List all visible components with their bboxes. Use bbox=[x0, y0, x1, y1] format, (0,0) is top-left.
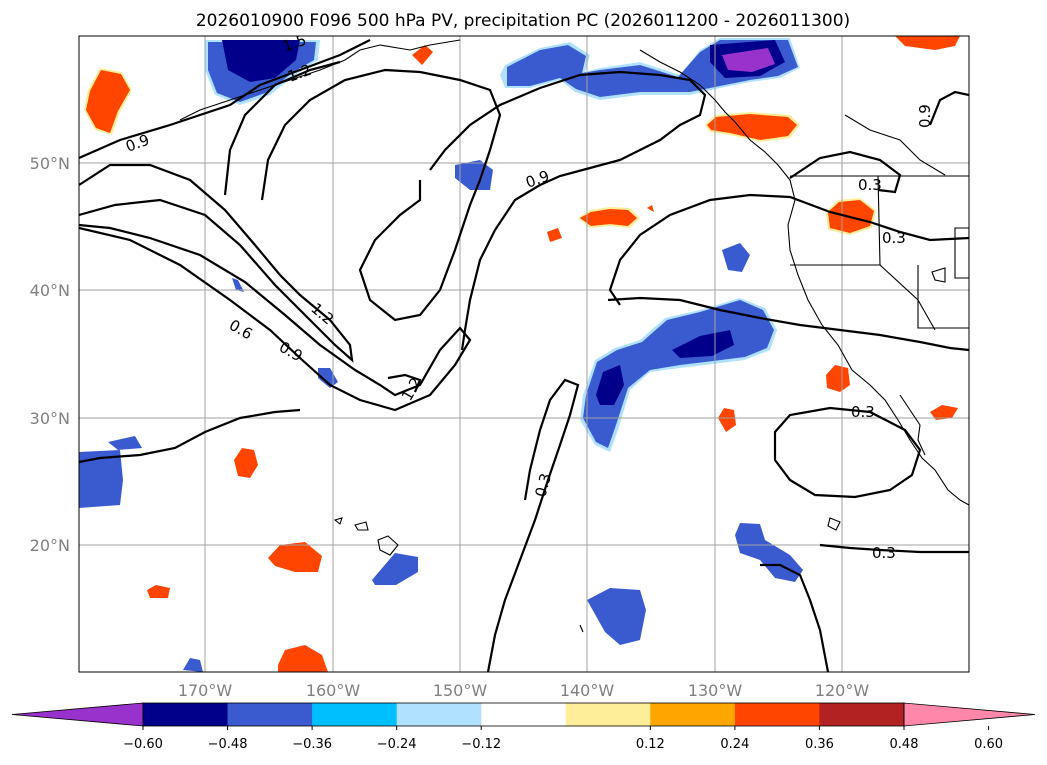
precip-blob bbox=[278, 645, 328, 672]
contour-label: 0.3 bbox=[882, 229, 906, 247]
pv-contours bbox=[79, 39, 969, 672]
colorbar-tick-label: 0.48 bbox=[890, 737, 919, 752]
lon-label: 120°W bbox=[815, 681, 870, 700]
contour-label: 0.9 bbox=[916, 104, 934, 128]
precip-blob bbox=[232, 278, 244, 292]
map-title: 2026010900 F096 500 hPa PV, precipitatio… bbox=[196, 11, 850, 31]
pv-contour-0.6 bbox=[79, 223, 472, 412]
precip-blob bbox=[79, 450, 123, 508]
precip-blob bbox=[718, 408, 736, 432]
precip-blob bbox=[268, 542, 322, 572]
lon-label: 150°W bbox=[433, 681, 488, 700]
precip-blob bbox=[547, 228, 562, 242]
precip-blob bbox=[183, 658, 203, 672]
precip-negative-areas bbox=[79, 38, 803, 672]
pv-contour-0.9 bbox=[79, 163, 354, 363]
precip-blob bbox=[587, 588, 646, 645]
precip-blob bbox=[722, 243, 750, 272]
lat-label: 30°N bbox=[30, 409, 70, 428]
colorbar-segment bbox=[819, 703, 905, 726]
colorbar-segment bbox=[312, 703, 398, 726]
pv-contour-0.9-pacific bbox=[429, 70, 707, 351]
latitude-labels: 50°N 40°N 30°N 20°N bbox=[30, 154, 70, 555]
colorbar-tick-label: −0.24 bbox=[377, 737, 417, 752]
colorbar-tick-label: 0.12 bbox=[636, 737, 665, 752]
map-area: 1.5 1.2 0.9 0.9 0.3 0.3 1.2 0.6 0.9 1.2 … bbox=[79, 36, 969, 672]
lat-label: 20°N bbox=[30, 536, 70, 555]
lon-label: 170°W bbox=[178, 681, 233, 700]
pv-contour-1.2 bbox=[223, 60, 341, 196]
lat-label: 40°N bbox=[30, 281, 70, 300]
colorbar-tick-label: −0.36 bbox=[292, 737, 332, 752]
colorbar-tick-label: 0.36 bbox=[805, 737, 834, 752]
contour-label: 0.3 bbox=[851, 403, 875, 421]
lon-label: 160°W bbox=[306, 681, 361, 700]
pv-contour-0.3-coast bbox=[608, 193, 969, 306]
pv-contour-0.3-sw-loop bbox=[773, 406, 922, 499]
map-frame bbox=[78, 35, 970, 673]
pv-contour-0.3-southeast bbox=[760, 563, 830, 672]
colorbar-extend-low bbox=[11, 702, 144, 727]
contour-label: 0.3 bbox=[858, 176, 882, 194]
precip-blob bbox=[412, 45, 433, 65]
precip-blob bbox=[234, 448, 258, 478]
colorbar-segment bbox=[650, 703, 736, 726]
colorbar-segment bbox=[734, 703, 820, 726]
colorbar-segment bbox=[481, 703, 567, 726]
precip-blob bbox=[930, 405, 958, 420]
lat-label: 50°N bbox=[30, 154, 70, 173]
colorbar: −0.60 −0.48 −0.36 −0.24 −0.12 0.12 0.24 0.36 0.4… bbox=[11, 702, 1036, 752]
precip-blob bbox=[826, 365, 850, 392]
contour-label: 0.3 bbox=[531, 471, 555, 499]
contour-label: 0.3 bbox=[872, 544, 896, 562]
pv-contour-1.2b bbox=[260, 68, 502, 322]
precip-blob bbox=[647, 205, 654, 212]
lon-label: 140°W bbox=[560, 681, 615, 700]
colorbar-segment bbox=[143, 703, 229, 726]
pv-contour-0.3-east bbox=[607, 296, 969, 352]
colorbar-frame bbox=[142, 702, 905, 727]
colorbar-segment bbox=[227, 703, 313, 726]
precip-positive-areas bbox=[84, 36, 960, 672]
pv-contour-0.3-south-east2 bbox=[819, 543, 969, 554]
longitude-labels: 170°W 160°W 150°W 140°W 130°W 120°W bbox=[178, 681, 870, 700]
colorbar-tick-label: −0.12 bbox=[461, 737, 501, 752]
lon-label: 130°W bbox=[688, 681, 743, 700]
pv-contour-0.9-northeast bbox=[928, 90, 969, 126]
precip-blob bbox=[372, 553, 418, 585]
pv-contour-0.3-far-south bbox=[79, 408, 301, 464]
colorbar-tick-label: −0.48 bbox=[208, 737, 248, 752]
precip-blob bbox=[895, 36, 960, 50]
coastlines bbox=[179, 39, 969, 633]
gridlines bbox=[79, 36, 969, 672]
pv-contour-0.3-inner bbox=[789, 150, 902, 194]
colorbar-tick-label: −0.60 bbox=[123, 737, 163, 752]
precip-blob bbox=[108, 436, 142, 450]
pv-contour-0.3-south bbox=[486, 378, 580, 672]
colorbar-segment bbox=[396, 703, 482, 726]
pv-contour-1.2-small bbox=[387, 373, 422, 393]
pv-contour-0.3-north bbox=[79, 39, 371, 160]
colorbar-segment bbox=[565, 703, 651, 726]
precip-blob bbox=[147, 585, 170, 598]
colorbar-tick-label: 0.24 bbox=[720, 737, 749, 752]
colorbar-tick-label: 0.60 bbox=[974, 737, 1003, 752]
colorbar-extend-high bbox=[903, 702, 1036, 727]
